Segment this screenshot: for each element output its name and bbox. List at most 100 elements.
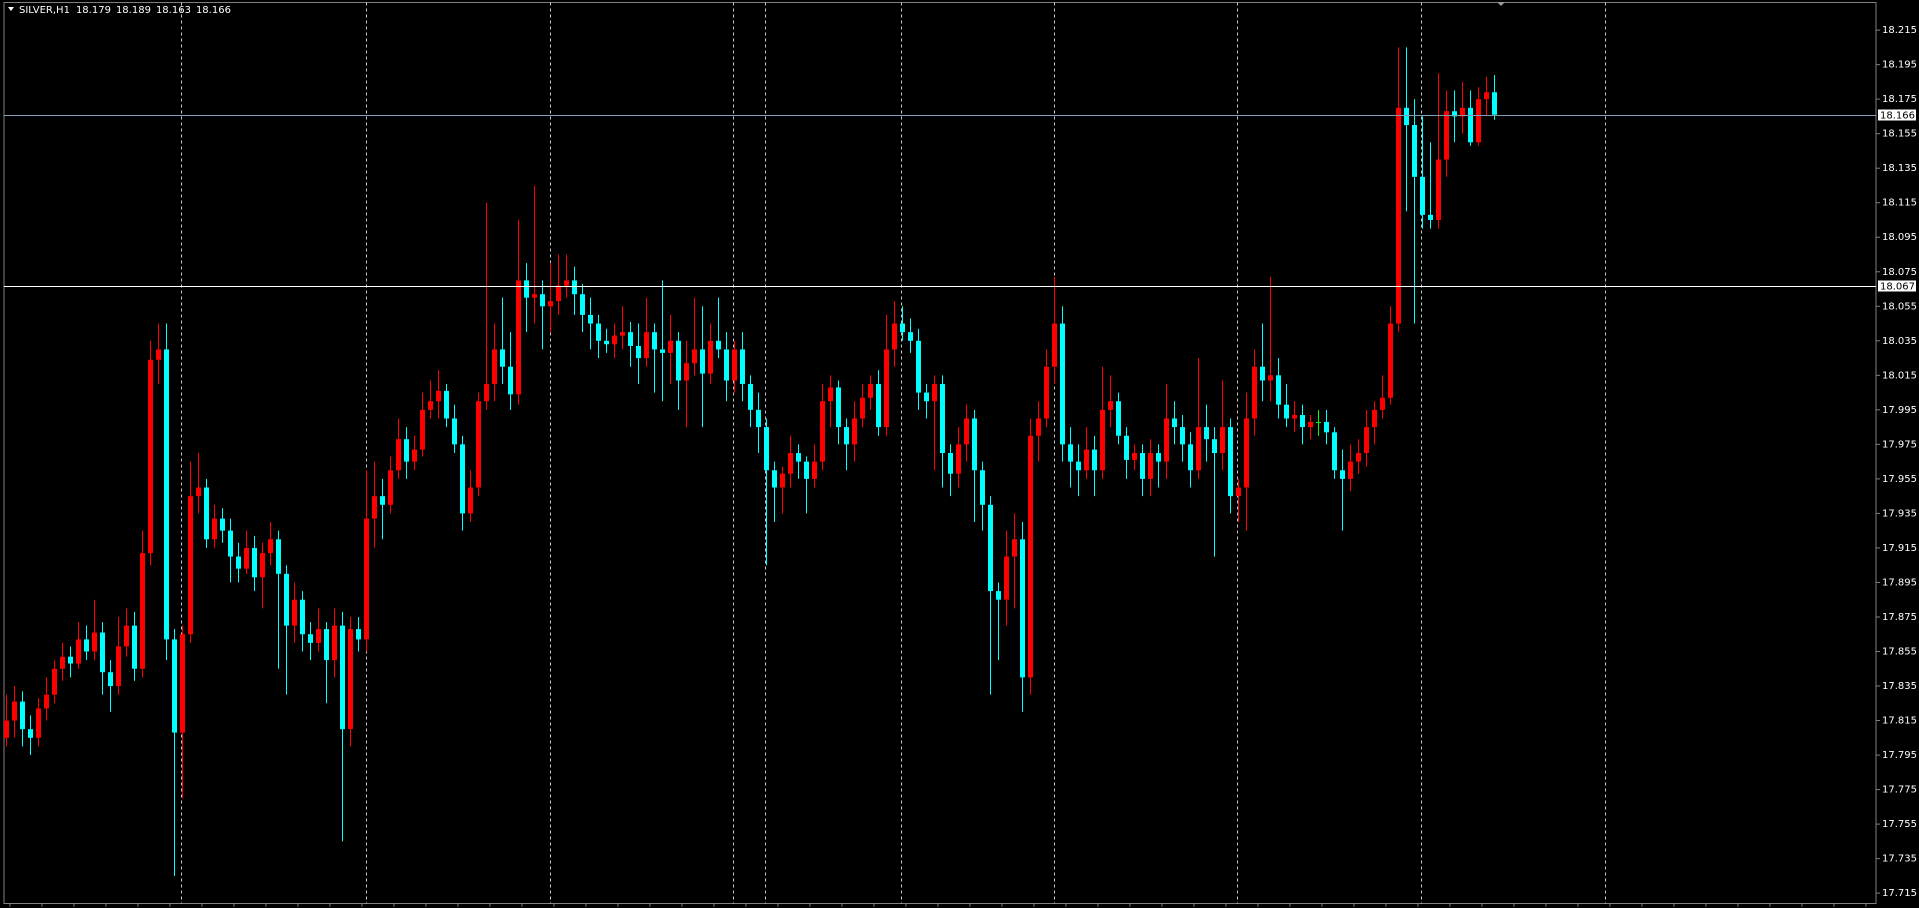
candle-body [1172,418,1177,428]
candle-body [804,461,809,479]
candle-body [1460,107,1465,117]
candle-body [900,323,905,333]
header-symbol: SILVER,H1 [19,5,70,16]
candle-body [636,345,641,359]
candle-body [1004,556,1009,600]
candle-body [1044,366,1049,419]
candle-body [172,639,177,733]
candle-body [1068,444,1073,462]
candle-body [476,401,481,488]
candle-body [404,439,409,462]
candle-body [588,314,593,324]
candle-body [100,632,105,673]
candle-body [492,349,497,384]
candle-body [1356,453,1361,462]
candle-body [620,332,625,336]
y-tick-label: 17.715 [1882,888,1917,899]
y-tick-label: 18.175 [1882,94,1917,105]
candle-body [348,629,353,730]
candle-body [1420,176,1425,215]
candle-body [388,470,393,505]
candle-body [356,629,361,640]
header-high: 18.189 [116,5,151,16]
candle-body [460,444,465,514]
candle-body [916,340,921,393]
candle-body [556,285,561,302]
candle-body [508,366,513,395]
candle-body [1300,415,1305,428]
y-tick-label: 18.055 [1882,301,1917,312]
candle-body [932,383,937,402]
candle-body [708,340,713,374]
candle-body [1348,461,1353,479]
candle-body [748,383,753,410]
candle-body [820,401,825,462]
y-tick-label: 17.935 [1882,508,1917,519]
candle-body [732,349,737,381]
candle-body [60,656,65,669]
candle-body [1444,111,1449,160]
candle-body [1148,453,1153,479]
candle-body [276,539,281,574]
candle-body [1316,421,1321,423]
bid-line-label-bg [1878,109,1916,121]
candle-body [44,694,49,709]
candle-body [772,470,777,488]
candle-body [1268,375,1273,381]
candle-body [1108,401,1113,410]
candle-body [228,530,233,557]
candle-body [572,280,577,295]
candle-body [92,632,97,652]
y-tick-label: 18.015 [1882,370,1917,381]
candle-body [1324,421,1329,433]
y-tick-label: 17.835 [1882,681,1917,692]
y-tick-label: 18.155 [1882,129,1917,140]
candle-body [1188,444,1193,471]
candle-body [36,708,41,738]
y-tick-label: 17.775 [1882,785,1917,796]
candle-body [332,625,337,661]
shift-marker[interactable] [1497,2,1505,6]
candle-body [1244,418,1249,488]
candle-body [84,639,89,652]
candle-body [500,349,505,367]
header-open: 18.179 [76,5,111,16]
candle-body [548,301,553,307]
candle-body [164,349,169,640]
candle-body [836,387,841,428]
candle-body [212,518,217,540]
candle-body [1284,404,1289,419]
candle-body [1492,92,1497,115]
candle-body [612,335,617,345]
candle-body [12,701,17,721]
candle-body [1084,449,1089,471]
candle-body [1156,453,1161,462]
candle-body [68,656,73,664]
y-tick-label: 17.795 [1882,750,1917,761]
collapse-icon[interactable] [8,7,14,11]
candle-body [1484,92,1489,100]
y-tick-label: 17.955 [1882,474,1917,485]
y-tick-label: 17.875 [1882,612,1917,623]
price-lines: 18.067 18.166 [4,109,1916,293]
header: SILVER,H1 18.179 18.189 18.163 18.166 [8,5,231,16]
candles[interactable] [4,47,1497,876]
candle-body [1180,427,1185,445]
candle-body [204,487,209,540]
candle-body [1036,418,1041,436]
candle-body [948,453,953,474]
candle-body [852,418,857,445]
candle-body [444,390,449,419]
candle-body [1364,427,1369,453]
candle-body [1076,461,1081,471]
candle-body [868,383,873,398]
candle-body [660,349,665,353]
candle-body [116,646,121,687]
candle-body [140,553,145,669]
candle-body [260,553,265,578]
candle-body [988,504,993,592]
y-tick-label: 17.735 [1882,854,1917,865]
candle-body [268,539,273,554]
candle-body [940,383,945,453]
